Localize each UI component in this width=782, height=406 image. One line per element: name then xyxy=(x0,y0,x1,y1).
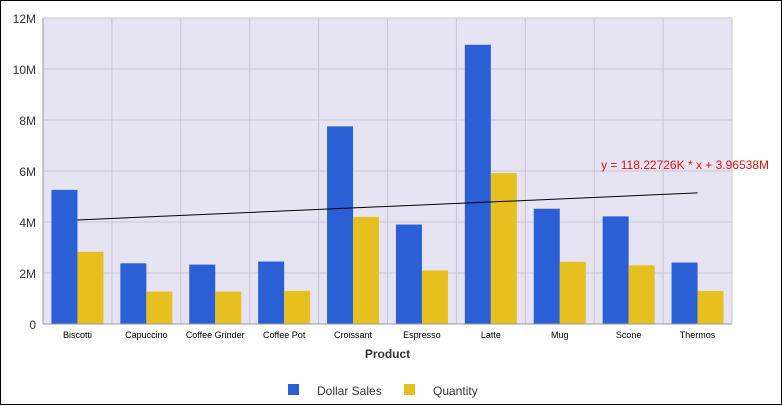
legend: Dollar Sales Quantity xyxy=(288,384,478,398)
bar-dollar-sales xyxy=(671,262,698,324)
bar-dollar-sales xyxy=(51,189,78,324)
legend-swatch xyxy=(288,384,299,395)
trendline-equation: y = 118.22726K * x + 3.96538M xyxy=(601,158,769,172)
x-tick-label: Coffee Pot xyxy=(263,330,306,340)
bar-quantity xyxy=(353,216,380,324)
trendline-group: y = 118.22726K * x + 3.96538M xyxy=(77,158,769,221)
bar-quantity xyxy=(628,265,655,324)
bar-dollar-sales xyxy=(602,216,629,324)
x-tick-label: Mug xyxy=(551,330,569,340)
x-tick-label: Latte xyxy=(481,330,501,340)
bar-dollar-sales xyxy=(189,264,216,324)
bar-dollar-sales xyxy=(395,224,422,324)
y-tick-label: 0 xyxy=(29,318,36,332)
y-tick-label: 4M xyxy=(19,216,36,230)
bar-dollar-sales xyxy=(533,208,560,324)
bar-quantity xyxy=(215,291,242,324)
y-tick-label: 8M xyxy=(19,114,36,128)
x-tick-label: Croissant xyxy=(334,330,373,340)
axes: 0 2M 4M 6M 8M 10M 12M Biscotti Capuccino Coffee G… xyxy=(13,12,733,340)
legend-label: Dollar Sales xyxy=(317,384,382,398)
bar-quantity xyxy=(77,251,104,324)
bar-dollar-sales xyxy=(327,126,354,324)
bar-quantity xyxy=(146,291,173,324)
x-tick-label: Coffee Grinder xyxy=(186,330,245,340)
legend-label: Quantity xyxy=(433,384,478,398)
legend-swatch xyxy=(404,384,415,395)
bar-quantity xyxy=(284,290,311,324)
x-axis-title: Product xyxy=(365,347,410,361)
x-tick-label: Scone xyxy=(616,330,642,340)
bar-quantity xyxy=(421,270,448,324)
bars xyxy=(51,44,724,325)
bar-quantity xyxy=(697,290,724,324)
grid-lines xyxy=(43,17,732,325)
x-tick-label: Thermos xyxy=(680,330,716,340)
bar-dollar-sales xyxy=(120,263,147,324)
x-tick-label: Biscotti xyxy=(63,330,92,340)
trendline xyxy=(77,192,698,221)
y-tick-label: 2M xyxy=(19,267,36,281)
x-tick-label: Espresso xyxy=(403,330,441,340)
bar-dollar-sales xyxy=(258,261,285,324)
x-tick-label: Capuccino xyxy=(125,330,168,340)
bar-quantity xyxy=(559,261,586,324)
bar-quantity xyxy=(490,173,517,324)
y-tick-label: 10M xyxy=(13,63,36,77)
y-tick-label: 12M xyxy=(13,12,36,26)
y-tick-label: 6M xyxy=(19,165,36,179)
bar-dollar-sales xyxy=(464,44,491,325)
